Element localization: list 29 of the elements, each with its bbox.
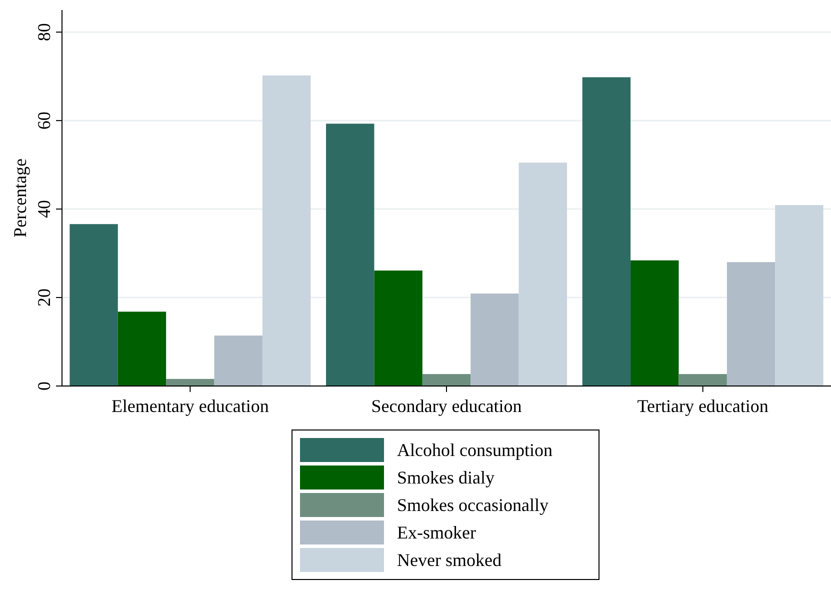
- y-tick-label: 60: [34, 112, 54, 130]
- legend-label: Ex-smoker: [397, 522, 476, 542]
- bar: [775, 205, 824, 386]
- bar: [166, 378, 214, 386]
- bar: [470, 294, 519, 386]
- bar: [214, 336, 262, 386]
- bar: [118, 312, 166, 386]
- x-tick-label: Secondary education: [371, 396, 522, 416]
- x-tick-label: Elementary education: [111, 396, 269, 416]
- y-tick-label: 40: [34, 200, 54, 218]
- y-tick-label: 20: [34, 288, 54, 307]
- legend-label: Smokes occasionally: [397, 495, 548, 515]
- bar: [422, 374, 471, 386]
- bar: [518, 162, 567, 386]
- bar: [726, 262, 776, 386]
- bar: [326, 124, 374, 386]
- y-tick-label: 0: [34, 382, 54, 390]
- legend-label: Smokes dialy: [397, 468, 494, 488]
- x-tick-label: Tertiary education: [637, 396, 768, 416]
- y-tick-label: 80: [34, 23, 54, 42]
- legend-label: Alcohol consumption: [397, 440, 552, 460]
- bar: [678, 374, 727, 386]
- bar: [582, 77, 631, 386]
- legend-label: Never smoked: [397, 550, 502, 570]
- bar: [374, 270, 422, 386]
- y-axis-title: Percentage: [10, 158, 30, 238]
- bar: [630, 260, 679, 386]
- bar: [262, 75, 311, 386]
- bar: [70, 224, 118, 386]
